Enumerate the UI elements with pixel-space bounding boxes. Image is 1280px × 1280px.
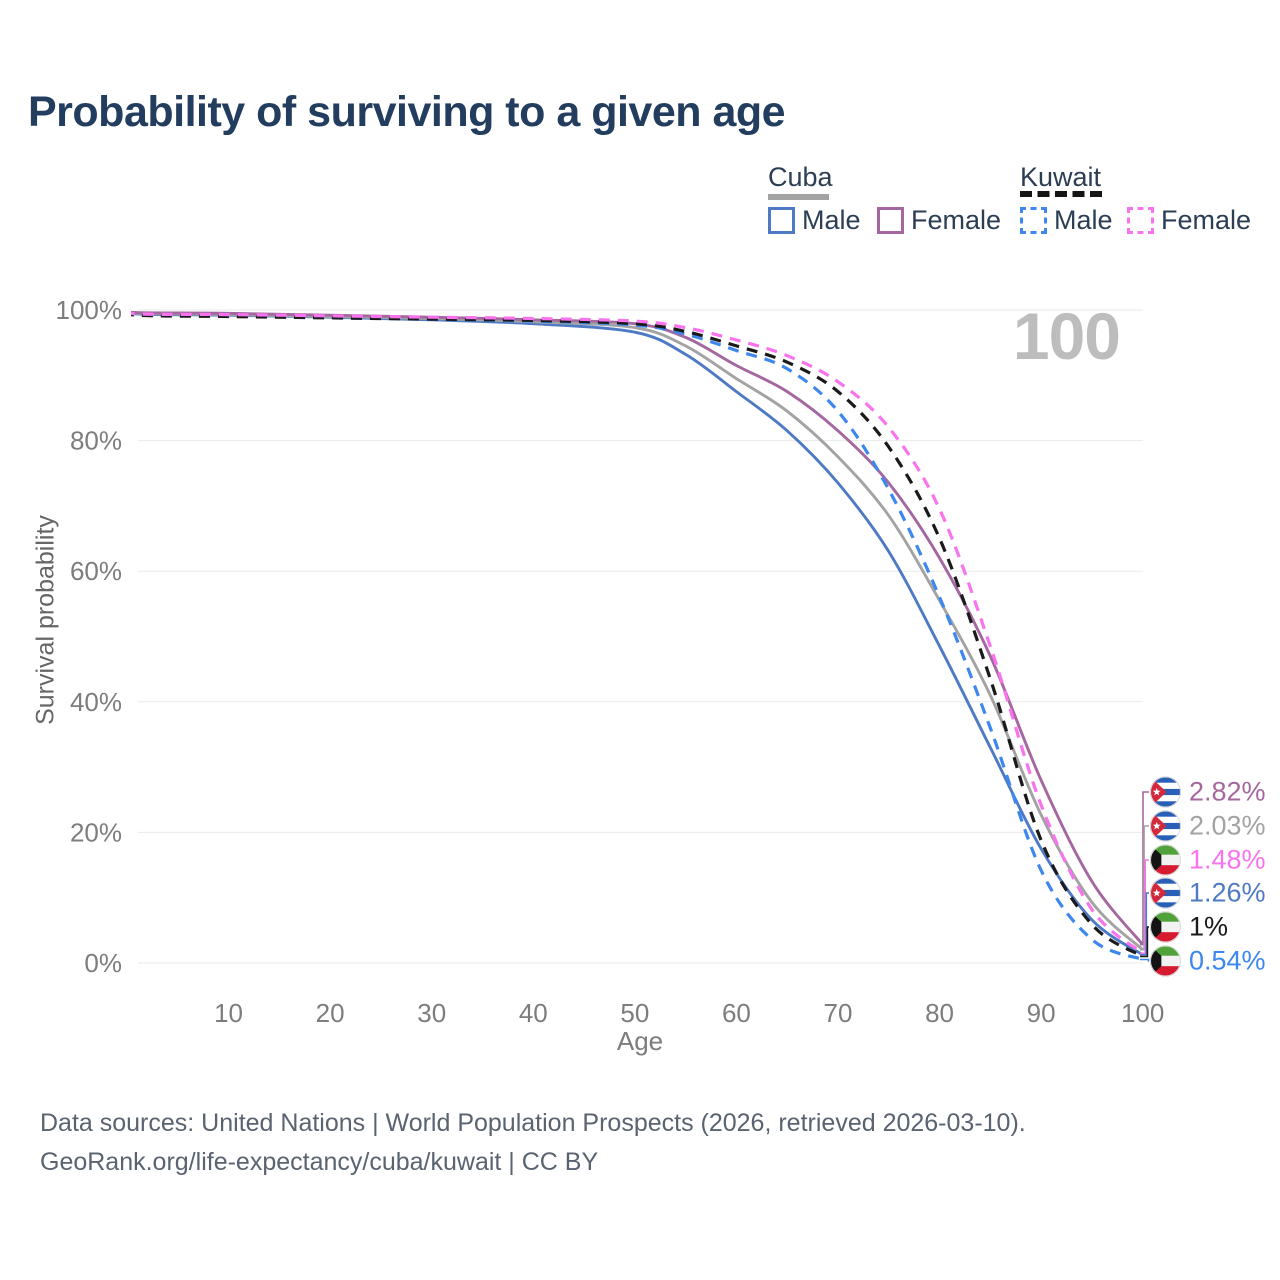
legend-item-kuwait-female[interactable]: Female	[1127, 205, 1251, 236]
series-line-cuba-male[interactable]	[126, 310, 1144, 957]
series-line-cuba[interactable]	[126, 310, 1144, 951]
page-title: Probability of surviving to a given age	[28, 88, 786, 136]
legend-item-label: Female	[911, 205, 1002, 235]
y-tick-label: 20%	[70, 817, 122, 847]
x-tick-label: 90	[1027, 998, 1056, 1028]
x-tick-label: 100	[1121, 998, 1164, 1028]
end-label-connector	[1140, 958, 1150, 962]
legend-group-cuba: Cuba	[768, 162, 833, 192]
end-label-connector	[1140, 926, 1149, 958]
legend-item-label: Male	[802, 205, 861, 235]
end-label-connector	[1140, 859, 1149, 955]
legend-item-cuba-female[interactable]: Female	[877, 205, 1001, 236]
legend-item-label: Female	[1161, 205, 1252, 235]
legend-kuwait-line-swatch	[1020, 191, 1102, 197]
x-tick-label: 80	[925, 998, 954, 1028]
legend-cuba-line-swatch	[768, 194, 829, 200]
attribution-line: GeoRank.org/life-expectancy/cuba/kuwait …	[40, 1148, 599, 1176]
legend-item-cuba-male[interactable]: Male	[768, 205, 861, 236]
series-line-cuba-female[interactable]	[126, 310, 1144, 946]
y-tick-label: 60%	[70, 556, 122, 586]
x-tick-label: 30	[417, 998, 446, 1028]
kuwait-male-swatch-icon	[1020, 207, 1047, 234]
y-tick-label: 0%	[84, 948, 122, 978]
kuwait-female-swatch-icon	[1127, 207, 1154, 234]
y-tick-label: 80%	[70, 426, 122, 456]
x-tick-label: 10	[214, 998, 243, 1028]
series-line-kuwait-female[interactable]	[126, 310, 1144, 955]
end-label-connector	[1140, 791, 1149, 946]
cuba-female-swatch-icon	[877, 207, 904, 234]
x-tick-label: 70	[824, 998, 853, 1028]
y-tick-label: 100%	[56, 295, 123, 325]
series-line-kuwait[interactable]	[126, 310, 1144, 958]
x-tick-label: 60	[722, 998, 751, 1028]
series-line-kuwait-male[interactable]	[126, 310, 1144, 962]
highlighted-age-watermark: 100	[1012, 299, 1121, 373]
x-tick-label: 50	[620, 998, 649, 1028]
end-label-connector	[1140, 892, 1149, 956]
x-tick-label: 20	[316, 998, 345, 1028]
end-label-connector	[1140, 825, 1149, 951]
series-group	[126, 310, 1144, 962]
x-axis-title: Age	[616, 1026, 664, 1056]
cuba-male-swatch-icon	[768, 207, 795, 234]
data-sources-line: Data sources: United Nations | World Pop…	[40, 1109, 1026, 1137]
legend-group-kuwait: Kuwait	[1020, 162, 1102, 192]
legend-item-kuwait-male[interactable]: Male	[1020, 205, 1113, 236]
x-tick-label: 40	[519, 998, 548, 1028]
y-tick-label: 40%	[70, 687, 122, 717]
footer: Data sources: United Nations | World Pop…	[40, 1104, 1026, 1182]
legend-item-label: Male	[1054, 205, 1113, 235]
